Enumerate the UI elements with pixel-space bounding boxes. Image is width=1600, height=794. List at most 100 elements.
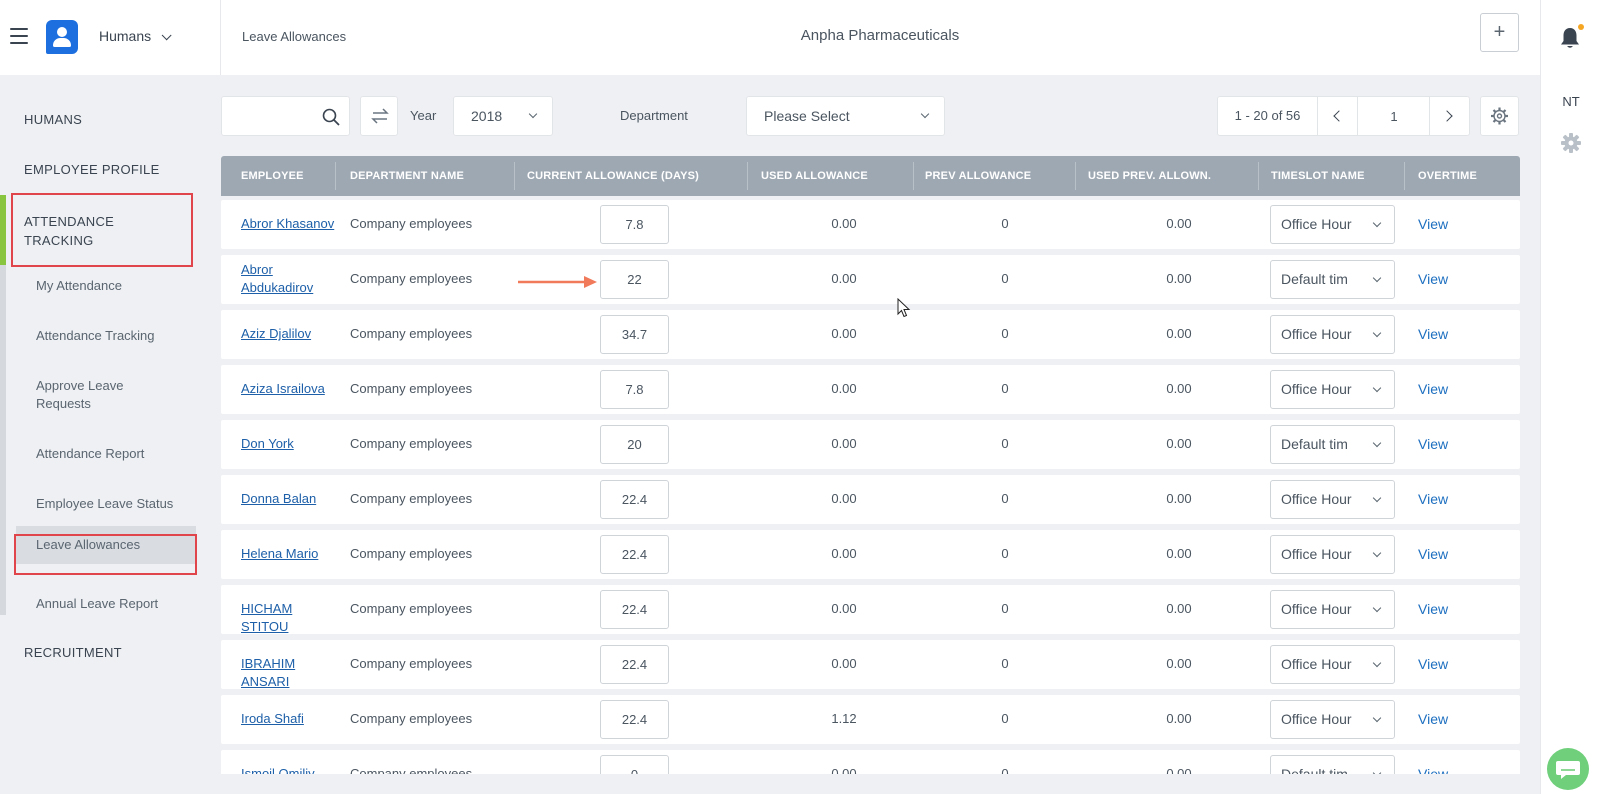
table-row: HICHAM STITOU Company employees 0.00 0 0.00 O… xyxy=(221,585,1520,634)
sidebar-section-humans[interactable]: HUMANS xyxy=(24,112,83,127)
current-allowance-input[interactable] xyxy=(600,480,669,519)
employee-name-link[interactable]: Aziz Djalilov xyxy=(241,326,312,341)
search-box[interactable] xyxy=(221,96,350,136)
timeslot-select[interactable]: Default tim xyxy=(1270,260,1395,299)
current-allowance-input[interactable] xyxy=(600,535,669,574)
sidebar-item-attendance-tracking[interactable]: Attendance Tracking xyxy=(36,328,155,343)
search-input[interactable] xyxy=(228,103,316,129)
sidebar-section-attendance-tracking[interactable]: ATTENDANCE TRACKING xyxy=(24,214,115,248)
search-icon[interactable] xyxy=(322,108,340,126)
department-value: Please Select xyxy=(764,108,850,124)
swap-button[interactable] xyxy=(360,96,398,136)
timeslot-select[interactable]: Office Hour xyxy=(1270,700,1395,739)
user-initials[interactable]: NT xyxy=(1562,94,1580,109)
employee-name-link[interactable]: Donna Balan xyxy=(241,491,317,506)
overtime-view-link[interactable]: View xyxy=(1418,656,1449,672)
column-header-prev-allowance[interactable]: PREV ALLOWANCE xyxy=(925,170,1032,182)
employee-name-link[interactable]: HICHAM STITOU xyxy=(241,601,293,634)
column-header-employee[interactable]: EMPLOYEE xyxy=(241,170,304,182)
timeslot-value: Office Hour xyxy=(1281,601,1352,617)
next-page-button[interactable] xyxy=(1429,97,1469,135)
column-header-used-allowance[interactable]: USED ALLOWANCE xyxy=(761,170,868,182)
app-logo[interactable] xyxy=(46,20,78,54)
sidebar-item-approve-leave-requests[interactable]: Approve Leave Requests xyxy=(36,378,124,411)
overtime-view-link[interactable]: View xyxy=(1418,216,1449,232)
current-allowance-input[interactable] xyxy=(600,755,669,774)
sidebar-active-background xyxy=(16,526,196,564)
timeslot-select[interactable]: Office Hour xyxy=(1270,370,1395,409)
employee-name-link[interactable]: Ismoil Omiliy xyxy=(241,766,315,774)
column-header-timeslot-name[interactable]: TIMESLOT NAME xyxy=(1271,170,1365,182)
add-button[interactable]: + xyxy=(1480,13,1519,52)
timeslot-select[interactable]: Office Hour xyxy=(1270,205,1395,244)
column-header-department-name[interactable]: DEPARTMENT NAME xyxy=(350,170,465,182)
sidebar-item-leave-allowances[interactable]: Leave Allowances xyxy=(36,537,141,552)
app-switcher[interactable]: Humans xyxy=(99,28,172,44)
employee-name-link[interactable]: Abror Khasanov xyxy=(241,216,335,231)
timeslot-select[interactable]: Default tim xyxy=(1270,755,1395,774)
overtime-view-link[interactable]: View xyxy=(1418,271,1449,287)
overtime-view-link[interactable]: View xyxy=(1418,326,1449,342)
hamburger-icon[interactable] xyxy=(10,28,28,44)
timeslot-select[interactable]: Office Hour xyxy=(1270,315,1395,354)
sidebar-item-attendance-report[interactable]: Attendance Report xyxy=(36,446,145,461)
column-header-current-allowance[interactable]: CURRENT ALLOWANCE (DAYS) xyxy=(527,170,700,182)
annotation-arrow-icon xyxy=(518,276,597,288)
pagination-range: 1 - 20 of 56 xyxy=(1218,97,1318,135)
department-select[interactable]: Please Select xyxy=(746,96,945,136)
employee-name-link[interactable]: Don York xyxy=(241,436,294,451)
timeslot-select[interactable]: Office Hour xyxy=(1270,535,1395,574)
gear-icon[interactable] xyxy=(1560,132,1582,154)
overtime-view-link[interactable]: View xyxy=(1418,601,1449,617)
sidebar-section-employee-profile[interactable]: EMPLOYEE PROFILE xyxy=(24,162,160,177)
sidebar-active-accent xyxy=(0,195,6,265)
department-name: Company employees xyxy=(350,601,473,616)
employee-name-link[interactable]: IBRAHIM ANSARI xyxy=(241,656,296,689)
chevron-down-icon xyxy=(1372,658,1382,668)
employee-name-link[interactable]: Aziza Israilova xyxy=(241,381,325,396)
chat-button[interactable] xyxy=(1547,748,1589,790)
column-header-used-prev-allown[interactable]: USED PREV. ALLOWN. xyxy=(1088,170,1212,182)
prev-allowance: 0 xyxy=(1001,436,1009,451)
overtime-view-link[interactable]: View xyxy=(1418,711,1449,727)
top-bar: Humans Leave Allowances Anpha Pharmaceut… xyxy=(0,0,1600,75)
used-prev-allowance: 0.00 xyxy=(1166,656,1192,671)
used-allowance: 0.00 xyxy=(831,601,857,616)
bell-icon[interactable] xyxy=(1559,26,1581,50)
chevron-down-icon xyxy=(1372,493,1382,503)
company-name: Anpha Pharmaceuticals xyxy=(800,27,960,44)
prev-allowance: 0 xyxy=(1001,601,1009,616)
overtime-view-link[interactable]: View xyxy=(1418,546,1449,562)
overtime-view-link[interactable]: View xyxy=(1418,381,1449,397)
current-allowance-input[interactable] xyxy=(600,425,669,464)
employee-name-link[interactable]: Iroda Shafi xyxy=(241,711,304,726)
current-allowance-input[interactable] xyxy=(600,370,669,409)
timeslot-select[interactable]: Office Hour xyxy=(1270,645,1395,684)
current-allowance-input[interactable] xyxy=(600,315,669,354)
current-allowance-input[interactable] xyxy=(600,260,669,299)
column-header-overtime[interactable]: OVERTIME xyxy=(1418,170,1478,182)
current-allowance-input[interactable] xyxy=(600,700,669,739)
table-settings-button[interactable] xyxy=(1480,96,1519,136)
department-name: Company employees xyxy=(350,766,473,774)
timeslot-select[interactable]: Default tim xyxy=(1270,425,1395,464)
current-allowance-input[interactable] xyxy=(600,590,669,629)
prev-allowance: 0 xyxy=(1001,766,1009,774)
overtime-view-link[interactable]: View xyxy=(1418,766,1449,774)
page-number-input[interactable] xyxy=(1359,97,1429,135)
timeslot-select[interactable]: Office Hour xyxy=(1270,480,1395,519)
current-allowance-input[interactable] xyxy=(600,205,669,244)
current-allowance-input[interactable] xyxy=(600,645,669,684)
sidebar-item-annual-leave-report[interactable]: Annual Leave Report xyxy=(36,596,159,611)
employee-name-link[interactable]: Abror Abdukadirov xyxy=(241,262,314,295)
overtime-view-link[interactable]: View xyxy=(1418,436,1449,452)
timeslot-select[interactable]: Office Hour xyxy=(1270,590,1395,629)
year-select[interactable]: 2018 xyxy=(453,96,553,136)
prev-page-button[interactable] xyxy=(1318,97,1358,135)
year-value: 2018 xyxy=(471,108,503,124)
sidebar-section-recruitment[interactable]: RECRUITMENT xyxy=(24,645,122,660)
employee-name-link[interactable]: Helena Mario xyxy=(241,546,319,561)
sidebar-item-employee-leave-status[interactable]: Employee Leave Status xyxy=(36,496,174,511)
sidebar-item-my-attendance[interactable]: My Attendance xyxy=(36,278,122,293)
overtime-view-link[interactable]: View xyxy=(1418,491,1449,507)
